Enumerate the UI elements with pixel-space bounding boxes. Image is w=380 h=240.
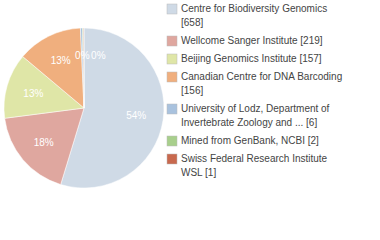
data-label: 13% bbox=[23, 88, 43, 99]
data-label: 13% bbox=[51, 55, 71, 66]
legend-label: Swiss Federal Research InstituteWSL [1] bbox=[181, 153, 328, 178]
legend: Centre for Biodiversity Genomics[658] Wel… bbox=[167, 3, 342, 178]
pie-slice bbox=[82, 28, 84, 108]
data-label: 54% bbox=[126, 110, 146, 121]
legend-label: Canadian Centre for DNA Barcoding[156] bbox=[181, 71, 342, 96]
pie: 54% 18% 13% 13% 0%0% bbox=[4, 28, 164, 188]
legend-label: Beijing Genomics Institute [157] bbox=[181, 53, 322, 64]
legend-swatch bbox=[167, 4, 177, 14]
chart: 54% 18% 13% 13% 0%0% Centre for Biodiversity … bbox=[0, 0, 380, 240]
legend-swatch bbox=[167, 36, 177, 46]
data-label: 0% bbox=[75, 50, 90, 61]
data-label: 0% bbox=[91, 50, 106, 61]
legend-swatch bbox=[167, 136, 177, 146]
legend-label: Centre for Biodiversity Genomics[658] bbox=[181, 3, 327, 28]
legend-label: University of Lodz, Department ofInverte… bbox=[181, 103, 330, 128]
pie-slice bbox=[5, 108, 84, 185]
legend-swatch bbox=[167, 72, 177, 82]
legend-swatch bbox=[167, 104, 177, 114]
legend-label: Mined from GenBank, NCBI [2] bbox=[181, 135, 319, 146]
pie-slice bbox=[80, 28, 84, 108]
pie-slice bbox=[23, 28, 84, 108]
legend-swatch bbox=[167, 154, 177, 164]
data-label: 18% bbox=[34, 137, 54, 148]
pie-slice bbox=[83, 28, 85, 108]
legend-label: Wellcome Sanger Institute [219] bbox=[181, 35, 323, 46]
legend-swatch bbox=[167, 54, 177, 64]
